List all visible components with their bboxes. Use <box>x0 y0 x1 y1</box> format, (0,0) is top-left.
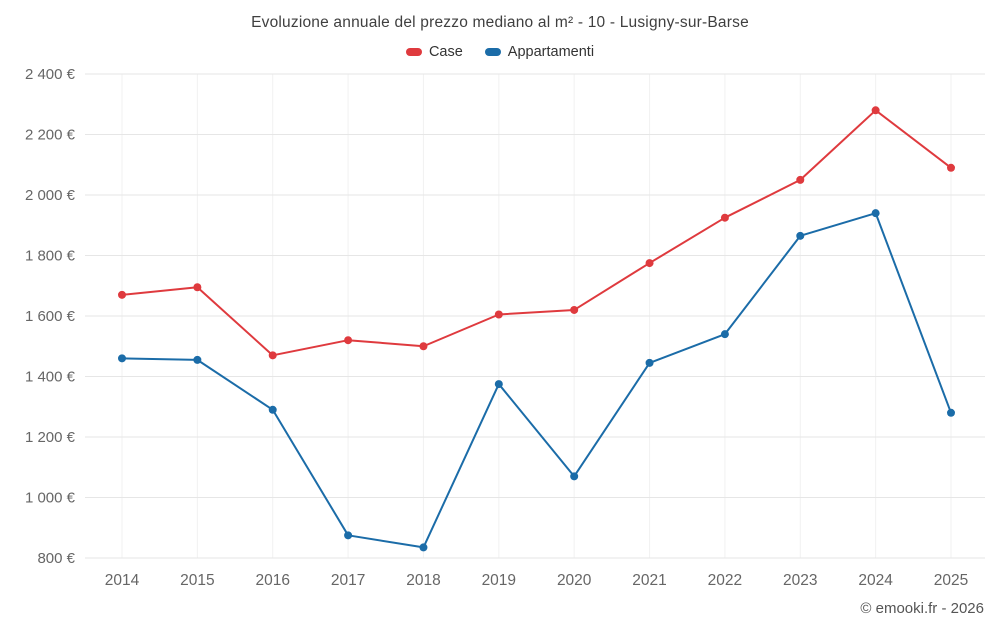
svg-text:2025: 2025 <box>934 572 968 589</box>
case-series-swatch-icon <box>405 48 422 56</box>
svg-text:1 400 €: 1 400 € <box>25 369 76 386</box>
svg-text:2018: 2018 <box>406 572 440 589</box>
legend-item-appartamenti[interactable]: Appartamenti <box>484 44 595 60</box>
footer-credit: © emooki.fr - 2026 <box>860 600 984 617</box>
svg-text:2021: 2021 <box>632 572 666 589</box>
svg-text:2016: 2016 <box>255 572 289 589</box>
chart-title: Evoluzione annuale del prezzo mediano al… <box>251 14 749 31</box>
svg-text:1 600 €: 1 600 € <box>25 308 76 325</box>
legend-label-case: Case <box>428 44 463 60</box>
legend-label-appartamenti: Appartamenti <box>507 44 595 60</box>
svg-text:2024: 2024 <box>858 572 893 589</box>
legend-item-case[interactable]: Case <box>405 44 463 60</box>
svg-text:2 000 €: 2 000 € <box>25 187 76 204</box>
appartamenti-series-swatch-icon <box>484 48 501 56</box>
svg-text:2014: 2014 <box>105 572 140 589</box>
svg-text:2023: 2023 <box>783 572 817 589</box>
svg-text:2017: 2017 <box>331 572 365 589</box>
svg-text:2 200 €: 2 200 € <box>25 127 76 144</box>
svg-text:1 200 €: 1 200 € <box>25 429 76 446</box>
svg-text:2 400 €: 2 400 € <box>25 66 76 83</box>
svg-text:1 000 €: 1 000 € <box>25 490 76 507</box>
svg-text:2020: 2020 <box>557 572 592 589</box>
svg-text:2022: 2022 <box>708 572 742 589</box>
svg-text:800 €: 800 € <box>37 550 75 567</box>
svg-text:2019: 2019 <box>482 572 516 589</box>
chart-legend: Case Appartamenti <box>0 44 1000 60</box>
svg-text:2015: 2015 <box>180 572 214 589</box>
svg-text:1 800 €: 1 800 € <box>25 248 76 265</box>
